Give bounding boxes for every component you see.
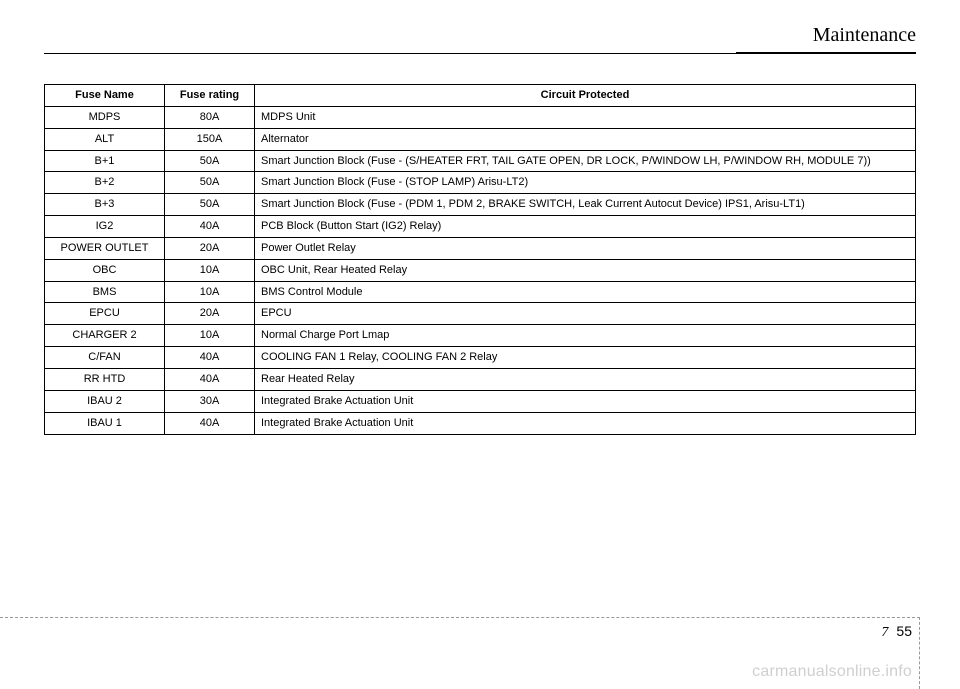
cell-circuit: OBC Unit, Rear Heated Relay <box>255 259 916 281</box>
cell-fuse-name: POWER OUTLET <box>45 237 165 259</box>
cell-circuit: Integrated Brake Actuation Unit <box>255 390 916 412</box>
cell-fuse-rating: 30A <box>165 390 255 412</box>
cell-circuit: Smart Junction Block (Fuse - (PDM 1, PDM… <box>255 194 916 216</box>
cell-circuit: Smart Junction Block (Fuse - (STOP LAMP)… <box>255 172 916 194</box>
fuse-table: Fuse Name Fuse rating Circuit Protected … <box>44 84 916 435</box>
cell-circuit: Normal Charge Port Lmap <box>255 325 916 347</box>
watermark: carmanualsonline.info <box>752 663 912 681</box>
cell-fuse-rating: 50A <box>165 194 255 216</box>
cell-circuit: Alternator <box>255 128 916 150</box>
col-header-fuse-rating: Fuse rating <box>165 85 255 107</box>
cell-circuit: Integrated Brake Actuation Unit <box>255 412 916 434</box>
cell-fuse-rating: 10A <box>165 325 255 347</box>
cell-circuit: MDPS Unit <box>255 106 916 128</box>
cell-fuse-name: IG2 <box>45 216 165 238</box>
cell-fuse-name: BMS <box>45 281 165 303</box>
cell-fuse-rating: 20A <box>165 237 255 259</box>
footer-dashed-vertical <box>919 617 920 689</box>
cell-fuse-name: C/FAN <box>45 347 165 369</box>
cell-circuit: EPCU <box>255 303 916 325</box>
table-row: POWER OUTLET20APower Outlet Relay <box>45 237 916 259</box>
cell-circuit: Power Outlet Relay <box>255 237 916 259</box>
table-row: CHARGER 210ANormal Charge Port Lmap <box>45 325 916 347</box>
cell-fuse-rating: 40A <box>165 412 255 434</box>
cell-circuit: Smart Junction Block (Fuse - (S/HEATER F… <box>255 150 916 172</box>
cell-fuse-name: IBAU 1 <box>45 412 165 434</box>
table-row: OBC10AOBC Unit, Rear Heated Relay <box>45 259 916 281</box>
page-footer: 7 55 <box>0 617 960 645</box>
cell-fuse-rating: 20A <box>165 303 255 325</box>
cell-circuit: PCB Block (Button Start (IG2) Relay) <box>255 216 916 238</box>
cell-fuse-name: MDPS <box>45 106 165 128</box>
cell-fuse-rating: 80A <box>165 106 255 128</box>
section-title: Maintenance <box>813 24 916 47</box>
cell-fuse-rating: 10A <box>165 259 255 281</box>
table-row: B+350ASmart Junction Block (Fuse - (PDM … <box>45 194 916 216</box>
header-rule <box>44 52 916 54</box>
footer-dashed-line <box>0 617 920 618</box>
cell-fuse-rating: 40A <box>165 216 255 238</box>
cell-circuit: COOLING FAN 1 Relay, COOLING FAN 2 Relay <box>255 347 916 369</box>
chapter-number: 7 <box>881 625 888 640</box>
cell-fuse-name: B+3 <box>45 194 165 216</box>
col-header-fuse-name: Fuse Name <box>45 85 165 107</box>
cell-fuse-rating: 40A <box>165 347 255 369</box>
cell-fuse-rating: 10A <box>165 281 255 303</box>
table-row: MDPS80AMDPS Unit <box>45 106 916 128</box>
cell-circuit: Rear Heated Relay <box>255 368 916 390</box>
col-header-circuit: Circuit Protected <box>255 85 916 107</box>
table-row: IBAU 230AIntegrated Brake Actuation Unit <box>45 390 916 412</box>
cell-fuse-name: IBAU 2 <box>45 390 165 412</box>
cell-fuse-rating: 150A <box>165 128 255 150</box>
table-row: B+250ASmart Junction Block (Fuse - (STOP… <box>45 172 916 194</box>
cell-fuse-name: B+2 <box>45 172 165 194</box>
cell-fuse-name: B+1 <box>45 150 165 172</box>
cell-fuse-rating: 40A <box>165 368 255 390</box>
table-row: RR HTD40ARear Heated Relay <box>45 368 916 390</box>
table-row: ALT150AAlternator <box>45 128 916 150</box>
table-row: BMS10ABMS Control Module <box>45 281 916 303</box>
table-header-row: Fuse Name Fuse rating Circuit Protected <box>45 85 916 107</box>
cell-circuit: BMS Control Module <box>255 281 916 303</box>
cell-fuse-name: EPCU <box>45 303 165 325</box>
cell-fuse-rating: 50A <box>165 172 255 194</box>
cell-fuse-name: ALT <box>45 128 165 150</box>
page-number: 7 55 <box>881 623 912 641</box>
table-row: IG240APCB Block (Button Start (IG2) Rela… <box>45 216 916 238</box>
table-row: B+150ASmart Junction Block (Fuse - (S/HE… <box>45 150 916 172</box>
cell-fuse-name: OBC <box>45 259 165 281</box>
section-header: Maintenance <box>44 30 916 60</box>
page-number-value: 55 <box>896 623 912 639</box>
cell-fuse-rating: 50A <box>165 150 255 172</box>
cell-fuse-name: CHARGER 2 <box>45 325 165 347</box>
cell-fuse-name: RR HTD <box>45 368 165 390</box>
table-row: IBAU 140AIntegrated Brake Actuation Unit <box>45 412 916 434</box>
table-row: C/FAN40ACOOLING FAN 1 Relay, COOLING FAN… <box>45 347 916 369</box>
table-row: EPCU20AEPCU <box>45 303 916 325</box>
